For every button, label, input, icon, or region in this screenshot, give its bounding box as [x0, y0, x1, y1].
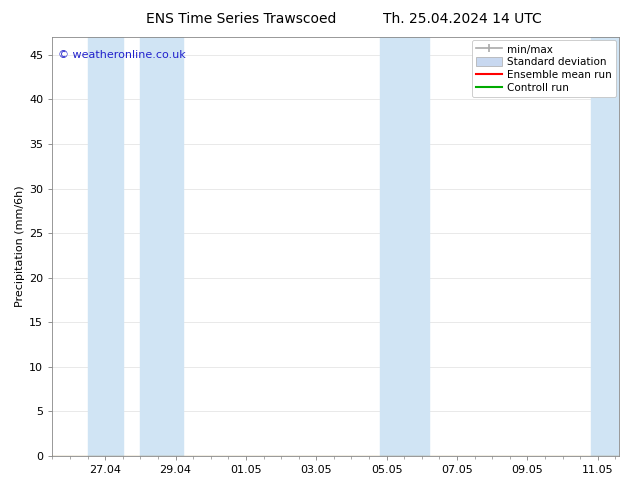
Text: © weatheronline.co.uk: © weatheronline.co.uk — [58, 49, 186, 60]
Legend: min/max, Standard deviation, Ensemble mean run, Controll run: min/max, Standard deviation, Ensemble me… — [472, 40, 616, 97]
Text: Th. 25.04.2024 14 UTC: Th. 25.04.2024 14 UTC — [384, 12, 542, 26]
Bar — [87, 37, 123, 456]
Text: ENS Time Series Trawscoed: ENS Time Series Trawscoed — [146, 12, 336, 26]
Bar — [591, 37, 619, 456]
Y-axis label: Precipitation (mm/6h): Precipitation (mm/6h) — [15, 186, 25, 307]
Bar — [140, 37, 183, 456]
Bar — [380, 37, 429, 456]
